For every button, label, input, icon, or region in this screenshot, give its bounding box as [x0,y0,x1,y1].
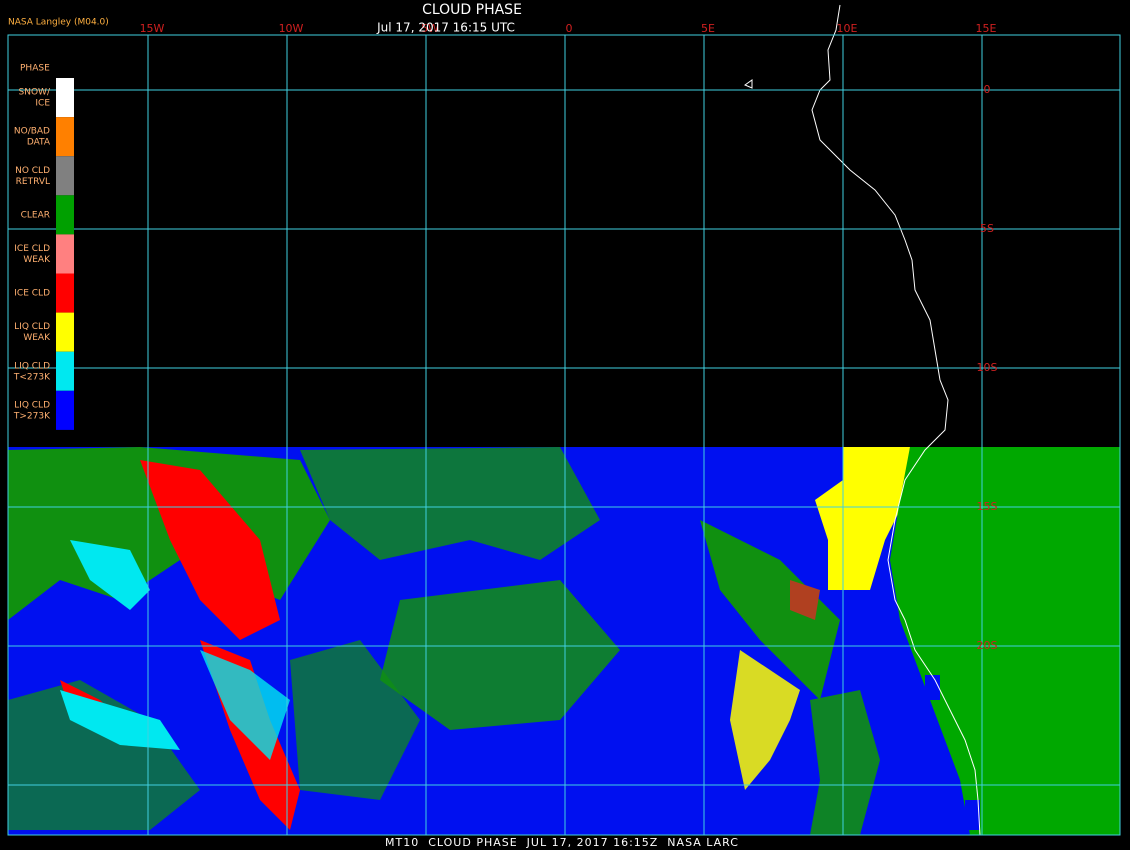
clear-area [8,680,200,830]
legend-swatch [56,273,74,313]
cloud-phase-swath [8,447,1120,835]
map-frame [7,34,1121,836]
legend-label: DATA [27,138,51,148]
legend-label: CLEAR [21,210,50,220]
legend-swatch [56,156,74,196]
liquid-cloud-weak [815,447,910,590]
subtitle: Jul 17, 2017 16:15 UTC [376,21,515,35]
legend-label: RETRVL [16,177,50,187]
graticule [7,34,1121,836]
longitude-label: 10E [837,22,858,35]
latitude-label: 0 [984,83,991,96]
legend-swatch [56,117,74,157]
latitude-label: 5S [980,222,994,235]
longitude-label: 15E [976,22,997,35]
legend-swatch [56,195,74,235]
liquid-cloud-weak [730,650,800,790]
liquid-cloud-cold [60,690,180,750]
longitude-label: 15W [140,22,165,35]
legend-swatch [56,312,74,352]
legend-label: NO/BAD [14,127,50,137]
footer: MT10 CLOUD PHASE JUL 17, 2017 16:15Z NAS… [385,836,739,849]
longitude-label: 0 [566,22,573,35]
legend-label: LIQ CLD [14,361,50,371]
legend-swatch [56,234,74,274]
clear-area [700,520,840,700]
legend-label: T>273K [13,411,51,421]
legend-label: LIQ CLD [14,322,50,332]
legend-label: LIQ CLD [14,400,50,410]
legend-label: NO CLD [15,166,50,176]
land-clear [890,447,1120,835]
liquid-cloud-cold [200,650,290,760]
liquid-cloud-cold [70,540,150,610]
legend-title: PHASE [20,64,50,74]
ice-cloud [140,460,280,640]
legend-swatch [56,78,74,118]
legend-swatch [56,390,74,430]
legend-label: ICE CLD [14,289,50,299]
longitude-label: 5W [421,22,439,35]
latitude-label: 15S [977,500,998,513]
longitude-label: 10W [279,22,304,35]
longitude-label: 5E [701,22,715,35]
legend-label: WEAK [23,333,51,343]
legend-label: ICE [35,99,50,109]
liquid-cloud-patch [965,800,980,830]
clear-area [810,690,880,835]
latitude-label: 20S [977,639,998,652]
legend-label: ICE CLD [14,244,50,254]
legend-label: SNOW/ [19,88,51,98]
clear-area [380,580,620,730]
liquid-cloud-patch [925,675,940,700]
clear-area [300,447,600,560]
island [743,79,753,89]
coastline [811,4,981,836]
legend-label: T<273K [13,372,51,382]
legend-label: WEAK [23,255,51,265]
producer: NASA Langley (M04.0) [8,18,109,28]
title: CLOUD PHASE [422,2,522,18]
graticule-labels: 15W 10W 5W 0 5E 10E 15E 0 5S 10S 15S 20S [140,22,998,652]
latitude-label: 10S [977,361,998,374]
legend-swatch [56,351,74,391]
no-data-patch [790,580,820,620]
clear-area [290,640,420,800]
